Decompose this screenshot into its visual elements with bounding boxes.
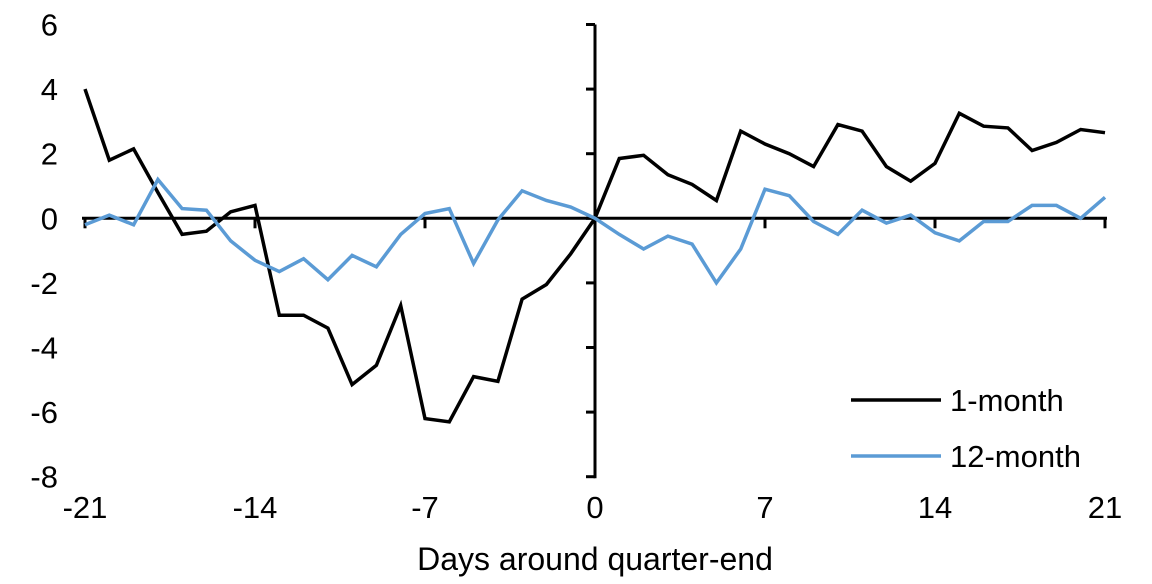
x-tick-label: 14 — [918, 490, 952, 525]
x-tick-label: -7 — [411, 490, 439, 525]
x-tick-label: 7 — [756, 490, 773, 525]
series-lines — [83, 88, 1107, 424]
legend: 1-month 12-month — [851, 383, 1081, 474]
x-axis-title: Days around quarter-end — [417, 541, 773, 577]
tick-labels: -21 -14 -7 0 7 14 21 6 4 2 0 -2 -4 -6 -8 — [30, 8, 1122, 526]
y-tick-label: 6 — [41, 8, 58, 43]
y-tick-label: -2 — [30, 266, 58, 301]
y-tick-label: -8 — [30, 460, 58, 495]
y-tick-label: 2 — [41, 137, 58, 172]
series-line-12-month — [84, 176, 1107, 287]
x-tick-label: -14 — [233, 490, 278, 525]
x-tick-label: -21 — [63, 490, 108, 525]
x-tick-label: 21 — [1088, 490, 1122, 525]
y-tick-label: 4 — [41, 72, 58, 107]
x-tick-label: 0 — [586, 490, 603, 525]
y-tick-label: -4 — [30, 331, 58, 366]
legend-label-1-month: 1-month — [950, 383, 1064, 418]
legend-label-12-month: 12-month — [950, 439, 1081, 474]
y-tick-label: 0 — [41, 201, 58, 236]
y-tick-label: -6 — [30, 395, 58, 430]
